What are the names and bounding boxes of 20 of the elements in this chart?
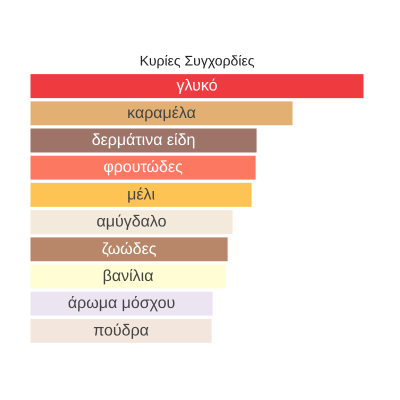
bar [30, 318, 212, 343]
chart-title: Κυρίες Συγχορδίες [140, 52, 255, 68]
bar [30, 182, 252, 207]
y-tick-label: καραμέλα [127, 104, 196, 122]
bar [30, 128, 257, 152]
y-tick-label: άρωμα μόσχου [68, 295, 176, 312]
y-tick-label: δερμάτινα είδη [92, 132, 196, 149]
bar [30, 264, 226, 288]
y-tick-label: μέλι [127, 186, 156, 204]
bar [30, 237, 228, 262]
bar [30, 156, 256, 180]
y-tick-label: φρουτώδες [103, 159, 184, 176]
bar [30, 210, 233, 234]
y-tick-label: αμύγδαλο [96, 214, 167, 231]
bar [30, 101, 293, 126]
y-tick-label: γλυκό [176, 78, 218, 95]
y-tick-label: ζωώδες [102, 240, 157, 258]
y-tick-label: πούδρα [93, 322, 149, 340]
bar [30, 74, 364, 98]
y-tick-label: βανίλια [102, 268, 154, 285]
